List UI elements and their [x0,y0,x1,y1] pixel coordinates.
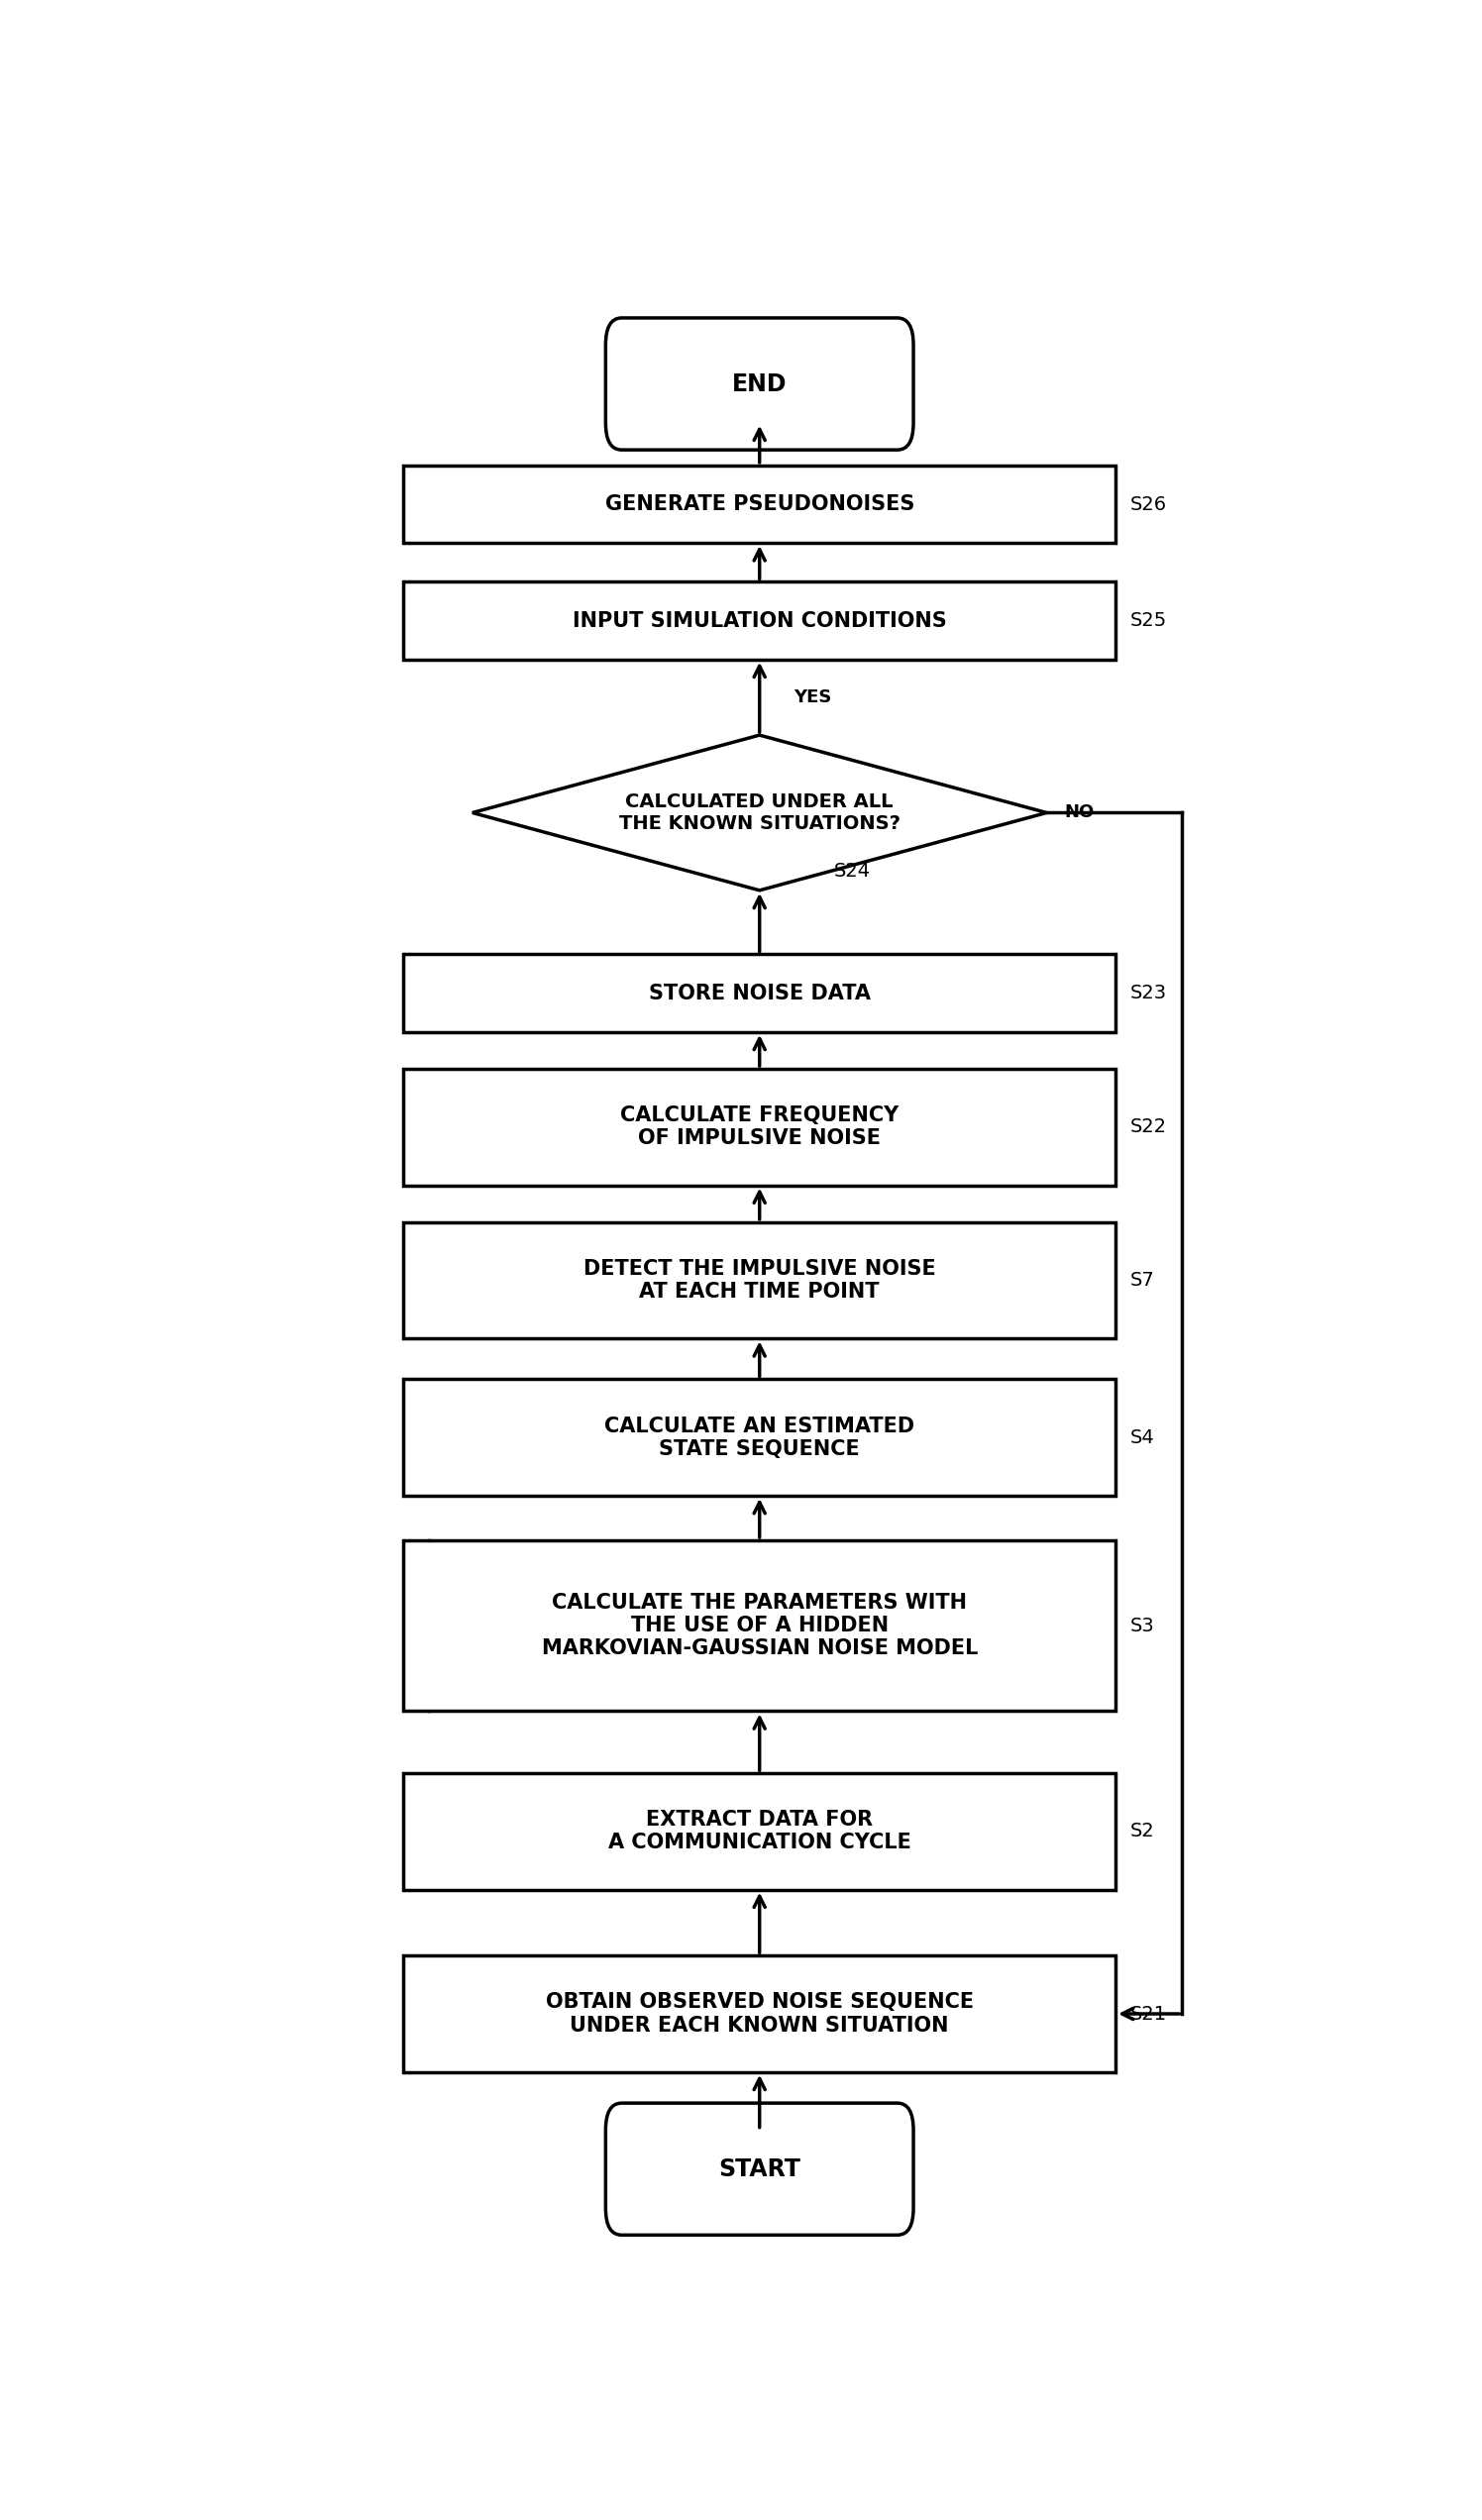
Bar [403,1222,1116,1338]
FancyBboxPatch shape [606,2104,913,2235]
Bar [403,582,1116,660]
Text: CALCULATE AN ESTIMATED
STATE SEQUENCE: CALCULATE AN ESTIMATED STATE SEQUENCE [605,1416,914,1459]
Bar [403,466,1116,542]
Text: CALCULATE FREQUENCY
OF IMPULSIVE NOISE: CALCULATE FREQUENCY OF IMPULSIVE NOISE [619,1106,900,1149]
Bar [403,955,1116,1033]
Text: CALCULATE THE PARAMETERS WITH
THE USE OF A HIDDEN
MARKOVIAN-GAUSSIAN NOISE MODEL: CALCULATE THE PARAMETERS WITH THE USE OF… [541,1593,978,1658]
Text: S4: S4 [1131,1429,1154,1446]
Text: S22: S22 [1131,1119,1168,1137]
Text: S3: S3 [1131,1615,1154,1635]
Text: EXTRACT DATA FOR
A COMMUNICATION CYCLE: EXTRACT DATA FOR A COMMUNICATION CYCLE [608,1809,911,1852]
FancyBboxPatch shape [606,318,913,451]
Text: S21: S21 [1131,2003,1168,2024]
Text: START: START [719,2157,800,2180]
Text: S26: S26 [1131,494,1168,514]
Text: S24: S24 [834,862,871,879]
Text: CALCULATED UNDER ALL
THE KNOWN SITUATIONS?: CALCULATED UNDER ALL THE KNOWN SITUATION… [619,791,900,834]
Text: DETECT THE IMPULSIVE NOISE
AT EACH TIME POINT: DETECT THE IMPULSIVE NOISE AT EACH TIME … [584,1260,935,1303]
Text: GENERATE PSEUDONOISES: GENERATE PSEUDONOISES [605,494,914,514]
Bar [403,1774,1116,1890]
Text: OBTAIN OBSERVED NOISE SEQUENCE
UNDER EACH KNOWN SITUATION: OBTAIN OBSERVED NOISE SEQUENCE UNDER EAC… [545,1993,974,2036]
Text: YES: YES [794,688,831,706]
Text: NO: NO [1064,804,1094,822]
Text: S2: S2 [1131,1822,1154,1840]
Text: END: END [732,373,787,396]
Text: S7: S7 [1131,1270,1154,1290]
Bar [403,1068,1116,1184]
Polygon shape [473,736,1046,890]
Text: INPUT SIMULATION CONDITIONS: INPUT SIMULATION CONDITIONS [572,610,947,630]
Text: STORE NOISE DATA: STORE NOISE DATA [649,983,870,1003]
Bar [403,1956,1116,2071]
Bar [403,1540,1116,1711]
Text: S25: S25 [1131,612,1168,630]
Text: S23: S23 [1131,983,1168,1003]
Bar [403,1378,1116,1497]
